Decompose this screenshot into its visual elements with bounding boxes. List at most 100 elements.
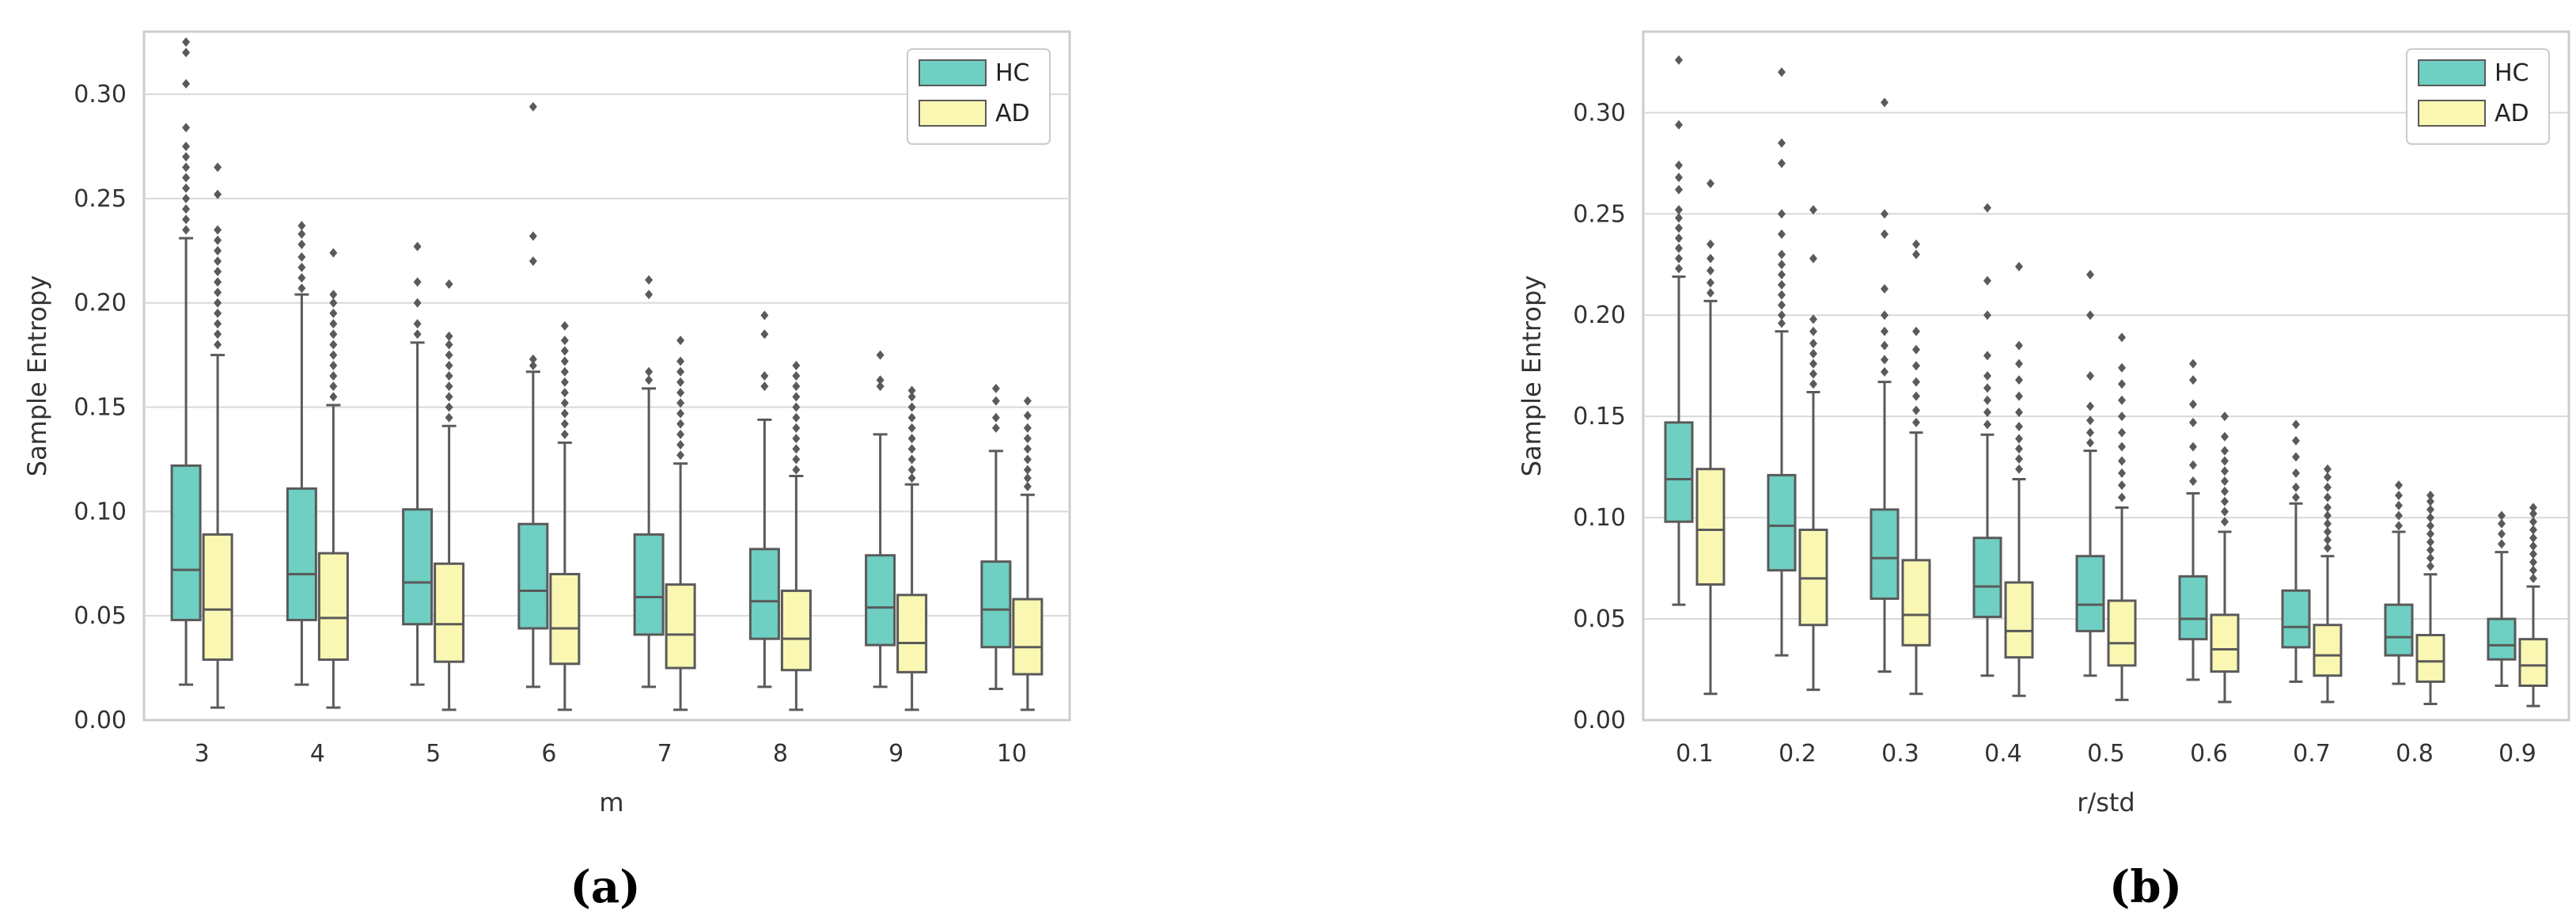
outlier-point <box>1983 395 1991 405</box>
outlier-point <box>676 440 685 450</box>
outlier-point <box>1809 205 1817 215</box>
outlier-point <box>1778 209 1786 219</box>
outlier-point <box>760 329 769 340</box>
outlier-point <box>214 287 222 298</box>
box-iqr <box>2487 617 2517 661</box>
panel-b-legend-ad-swatch <box>2418 100 2486 127</box>
outlier-point <box>2292 482 2300 492</box>
outlier-point <box>182 47 191 58</box>
boxplot-hc <box>865 350 896 688</box>
outlier-point <box>182 193 191 203</box>
outlier-point <box>907 412 916 423</box>
y-tick-label: 0.00 <box>74 707 127 734</box>
outlier-point <box>445 340 453 350</box>
outlier-point <box>2189 417 2197 427</box>
outlier-point <box>1023 465 1032 475</box>
outlier-point <box>329 329 338 340</box>
outlier-point <box>182 214 191 225</box>
outlier-point <box>1809 369 1817 379</box>
outlier-point <box>1809 314 1817 324</box>
panel-a-y-axis-label: Sample Entropy <box>22 275 52 476</box>
outlier-point <box>2324 492 2332 503</box>
outlier-point <box>445 331 453 341</box>
outlier-point <box>1912 417 1920 427</box>
outlier-point <box>2086 427 2094 438</box>
boxplot-ad <box>434 279 465 711</box>
outlier-point <box>991 423 1000 433</box>
outlier-point <box>1881 283 1888 294</box>
outlier-point <box>445 360 453 370</box>
outlier-point <box>1983 203 1991 213</box>
outlier-point <box>676 336 685 346</box>
y-tick-label: 0.05 <box>74 602 127 630</box>
outlier-point <box>1023 396 1032 406</box>
outlier-point <box>1778 318 1786 328</box>
outlier-point <box>2221 431 2229 442</box>
outlier-point <box>560 419 569 429</box>
outlier-point <box>2086 371 2094 381</box>
boxplot-hc <box>2487 510 2517 687</box>
outlier-point <box>329 340 338 350</box>
box-iqr <box>170 464 202 621</box>
outlier-point <box>2426 490 2434 500</box>
outlier-point <box>2221 476 2229 487</box>
outlier-point <box>329 360 338 370</box>
outlier-point <box>2529 573 2537 583</box>
outlier-point <box>676 408 685 419</box>
outlier-point <box>2529 557 2537 567</box>
outlier-point <box>560 366 569 377</box>
outlier-point <box>182 78 191 89</box>
boxplot-ad <box>1012 396 1044 711</box>
boxplot-hc <box>517 101 549 688</box>
outlier-point <box>2015 408 2023 418</box>
outlier-point <box>214 298 222 308</box>
outlier-point <box>1912 249 1920 260</box>
outlier-point <box>528 360 537 370</box>
outlier-point <box>1809 339 1817 349</box>
outlier-point <box>1809 326 1817 336</box>
outlier-point <box>445 412 453 423</box>
outlier-point <box>2221 466 2229 476</box>
boxplot-ad <box>2415 490 2445 706</box>
x-tick-label: 4 <box>310 740 325 768</box>
outlier-point <box>297 229 306 239</box>
outlier-point <box>2498 529 2506 539</box>
outlier-point <box>676 366 685 377</box>
boxplot-ad <box>1695 178 1726 696</box>
outlier-point <box>1912 361 1920 371</box>
outlier-point <box>2118 412 2126 422</box>
outlier-point <box>2118 480 2126 491</box>
panel-b-legend: HC AD <box>2406 48 2550 145</box>
box-iqr <box>1869 508 1900 600</box>
outlier-point <box>2395 490 2403 500</box>
outlier-point <box>2426 537 2434 547</box>
box-iqr <box>633 533 665 636</box>
outlier-point <box>792 412 801 423</box>
outlier-point <box>645 275 653 285</box>
outlier-point <box>1675 223 1683 233</box>
outlier-point <box>2118 379 2126 389</box>
boxplot-ad <box>2313 464 2343 704</box>
outlier-point <box>645 366 653 377</box>
boxplot-hc <box>2384 480 2414 685</box>
outlier-point <box>2118 395 2126 405</box>
box-iqr <box>2178 575 2208 641</box>
box-iqr <box>780 590 812 672</box>
outlier-point <box>1881 340 1888 351</box>
x-tick-label: 5 <box>426 740 441 768</box>
box-iqr <box>2384 603 2414 657</box>
outlier-point <box>1675 119 1683 130</box>
boxplot-ad <box>1798 205 1828 692</box>
outlier-point <box>2324 518 2332 529</box>
outlier-point <box>676 419 685 429</box>
outlier-point <box>1983 408 1991 418</box>
outlier-point <box>1675 173 1683 183</box>
outlier-point <box>907 473 916 484</box>
outlier-point <box>329 248 338 258</box>
outlier-point <box>2324 472 2332 482</box>
x-tick-label: 0.3 <box>1881 740 1919 768</box>
panel-b-legend-ad-label: AD <box>2495 100 2529 127</box>
outlier-point <box>1912 391 1920 401</box>
x-tick-label: 3 <box>195 740 210 768</box>
y-tick-label: 0.30 <box>74 81 127 108</box>
